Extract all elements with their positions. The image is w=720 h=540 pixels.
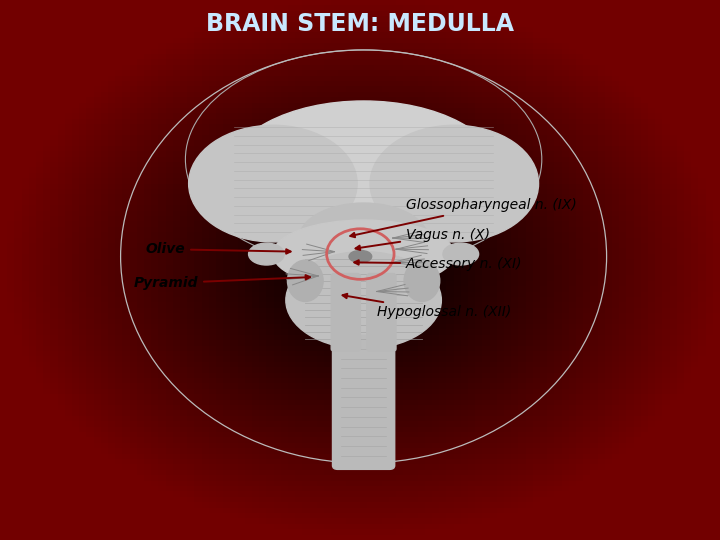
Ellipse shape — [287, 260, 323, 301]
Ellipse shape — [228, 101, 500, 247]
Ellipse shape — [404, 260, 440, 301]
Ellipse shape — [273, 220, 454, 288]
FancyBboxPatch shape — [333, 335, 395, 469]
Ellipse shape — [443, 243, 479, 265]
Ellipse shape — [248, 243, 284, 265]
Text: Glossopharyngeal n. (IX): Glossopharyngeal n. (IX) — [351, 199, 577, 237]
Ellipse shape — [370, 125, 539, 242]
Text: Accessory n. (XI): Accessory n. (XI) — [354, 257, 522, 271]
Text: Vagus n. (X): Vagus n. (X) — [356, 228, 490, 250]
Ellipse shape — [299, 203, 428, 276]
Ellipse shape — [286, 252, 441, 349]
Ellipse shape — [349, 251, 372, 262]
FancyBboxPatch shape — [366, 273, 396, 351]
Text: BRAIN STEM: MEDULLA: BRAIN STEM: MEDULLA — [206, 12, 514, 36]
Text: Pyramid: Pyramid — [134, 275, 310, 290]
Ellipse shape — [189, 125, 357, 242]
Text: Hypoglossal n. (XII): Hypoglossal n. (XII) — [343, 294, 510, 319]
FancyBboxPatch shape — [331, 273, 361, 351]
Text: Olive: Olive — [145, 242, 291, 256]
